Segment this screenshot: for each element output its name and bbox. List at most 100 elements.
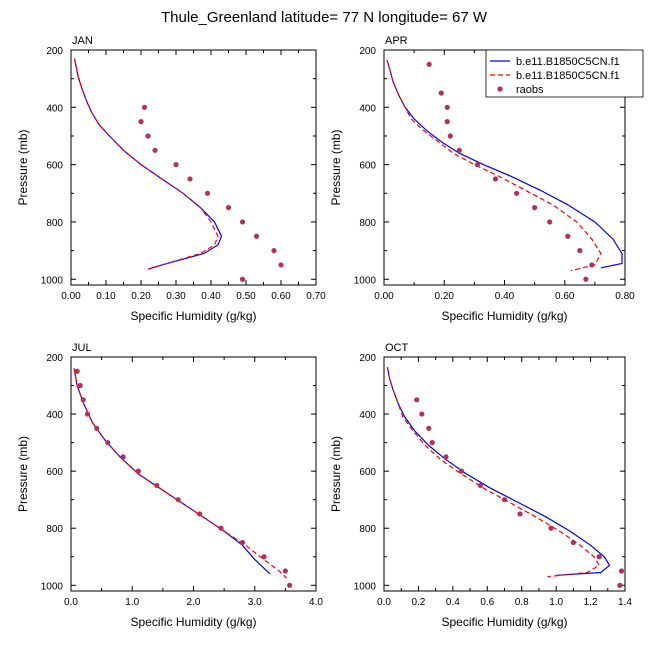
raobs-point	[444, 119, 450, 125]
x-tick-label: 0.20	[435, 291, 455, 302]
raobs-point	[458, 468, 465, 474]
y-tick-label: 600	[359, 161, 376, 172]
raobs-point	[282, 568, 288, 574]
x-tick-label: 0.10	[96, 291, 116, 302]
y-tick-label: 200	[359, 353, 376, 364]
legend-entry-label: b.e11.B1850C5CN.f1	[516, 56, 620, 68]
raobs-point	[444, 104, 450, 110]
raobs-point	[225, 205, 232, 211]
raobs-point	[565, 233, 571, 239]
x-tick-label: 1.2	[584, 597, 598, 608]
x-tick-label: 0.6	[480, 597, 494, 608]
raobs-point	[239, 276, 246, 282]
raobs-point	[547, 219, 553, 225]
model-line-dashed	[386, 366, 601, 578]
y-tick-label: 600	[46, 161, 63, 172]
x-tick-label: 0.40	[495, 291, 515, 302]
y-tick-label: 200	[46, 353, 63, 364]
y-axis-label: Pressure (mb)	[329, 436, 343, 512]
x-tick-label: 1.4	[618, 597, 632, 608]
raobs-point	[589, 262, 595, 268]
y-tick-label: 400	[359, 103, 376, 114]
model-line-dashed	[73, 58, 219, 270]
x-tick-label: 0.60	[555, 291, 575, 302]
raobs-point	[426, 61, 432, 67]
raobs-point	[456, 147, 462, 153]
x-tick-label: 0.70	[306, 291, 326, 302]
plot-frame	[70, 356, 317, 592]
y-axis-label: Pressure (mb)	[16, 436, 30, 512]
raobs-point	[474, 162, 480, 168]
raobs-point	[414, 397, 420, 403]
raobs-point	[583, 276, 589, 282]
x-tick-label: 0.20	[131, 291, 151, 302]
model-line-dashed	[386, 59, 602, 272]
y-tick-label: 400	[359, 410, 376, 421]
legend-swatch-raobs	[497, 86, 503, 92]
x-tick-label: 4.0	[309, 597, 323, 608]
legend-box	[485, 49, 644, 98]
raobs-point	[135, 468, 141, 474]
raobs-point	[517, 511, 523, 517]
raobs-point	[80, 397, 86, 403]
x-axis-label: Specific Humidity (g/kg)	[441, 309, 567, 323]
panel-apr: APR 0.00 0.20 0.40 0.60 0.80 200 400 600 800 1000 S…	[329, 35, 635, 323]
raobs-point	[77, 382, 83, 389]
raobs-point	[173, 162, 179, 168]
x-tick-label: 1.0	[125, 597, 139, 608]
x-tick-label: 2.0	[187, 597, 201, 608]
x-axis-label: Specific Humidity (g/kg)	[441, 615, 567, 629]
raobs-point	[513, 190, 520, 196]
raobs-point	[175, 497, 181, 503]
x-tick-label: 0.0	[377, 597, 391, 608]
raobs-point	[120, 454, 126, 460]
panel-jul: JUL 0.0 1.0 2.0 3.0 4.0 200 400 600 800 1000 Specif…	[16, 342, 323, 629]
y-tick-label: 600	[359, 467, 376, 478]
y-tick-label: 1000	[41, 275, 64, 286]
y-tick-label: 800	[359, 218, 376, 229]
raobs-point	[287, 582, 293, 588]
panel-label: JAN	[72, 35, 93, 47]
raobs-point	[271, 248, 277, 254]
raobs-point	[218, 525, 224, 531]
x-tick-label: 3.0	[248, 597, 262, 608]
raobs-point	[477, 482, 483, 489]
raobs-point	[577, 248, 583, 254]
x-tick-label: 0.4	[446, 597, 460, 608]
y-tick-label: 800	[46, 524, 63, 535]
y-tick-label: 800	[46, 218, 63, 229]
raobs-point	[617, 582, 623, 588]
x-axis-label: Specific Humidity (g/kg)	[130, 615, 256, 629]
figure-title: Thule_Greenland latitude= 77 N longitude…	[161, 9, 488, 26]
raobs-point	[426, 425, 432, 431]
panel-jan: JAN 0.00 0.10 0.20 0.30 0.40 0.50 0.60 0.70 200 40…	[16, 35, 326, 323]
raobs-point	[141, 104, 148, 110]
panel-oct: OCT 0.0 0.2 0.4 0.6 0.8 1.0 1.2 1.4 200 400 600 800 1…	[329, 342, 632, 629]
raobs-point	[152, 147, 158, 153]
plot-frame	[70, 49, 317, 286]
raobs-point	[138, 119, 144, 125]
raobs-point	[419, 411, 425, 417]
raobs-point	[197, 511, 203, 517]
raobs-point	[253, 233, 260, 239]
legend-entry-label: b.e11.B1850C5CN.f1	[516, 70, 620, 82]
raobs-point	[187, 176, 193, 182]
raobs-point	[438, 90, 444, 96]
x-tick-label: 0.8	[515, 597, 529, 608]
raobs-point	[239, 219, 246, 225]
x-tick-label: 0.40	[201, 291, 221, 302]
raobs-point	[261, 554, 267, 560]
raobs-point	[570, 539, 576, 546]
x-tick-label: 0.00	[61, 291, 81, 302]
x-tick-label: 0.2	[411, 597, 425, 608]
raobs-point	[105, 440, 111, 446]
x-tick-label: 0.50	[236, 291, 256, 302]
x-tick-label: 0.60	[271, 291, 291, 302]
x-tick-label: 0.0	[64, 597, 78, 608]
raobs-point	[596, 554, 602, 560]
y-axis-label: Pressure (mb)	[16, 129, 30, 205]
y-tick-label: 1000	[41, 581, 64, 592]
x-axis-label: Specific Humidity (g/kg)	[130, 309, 256, 323]
